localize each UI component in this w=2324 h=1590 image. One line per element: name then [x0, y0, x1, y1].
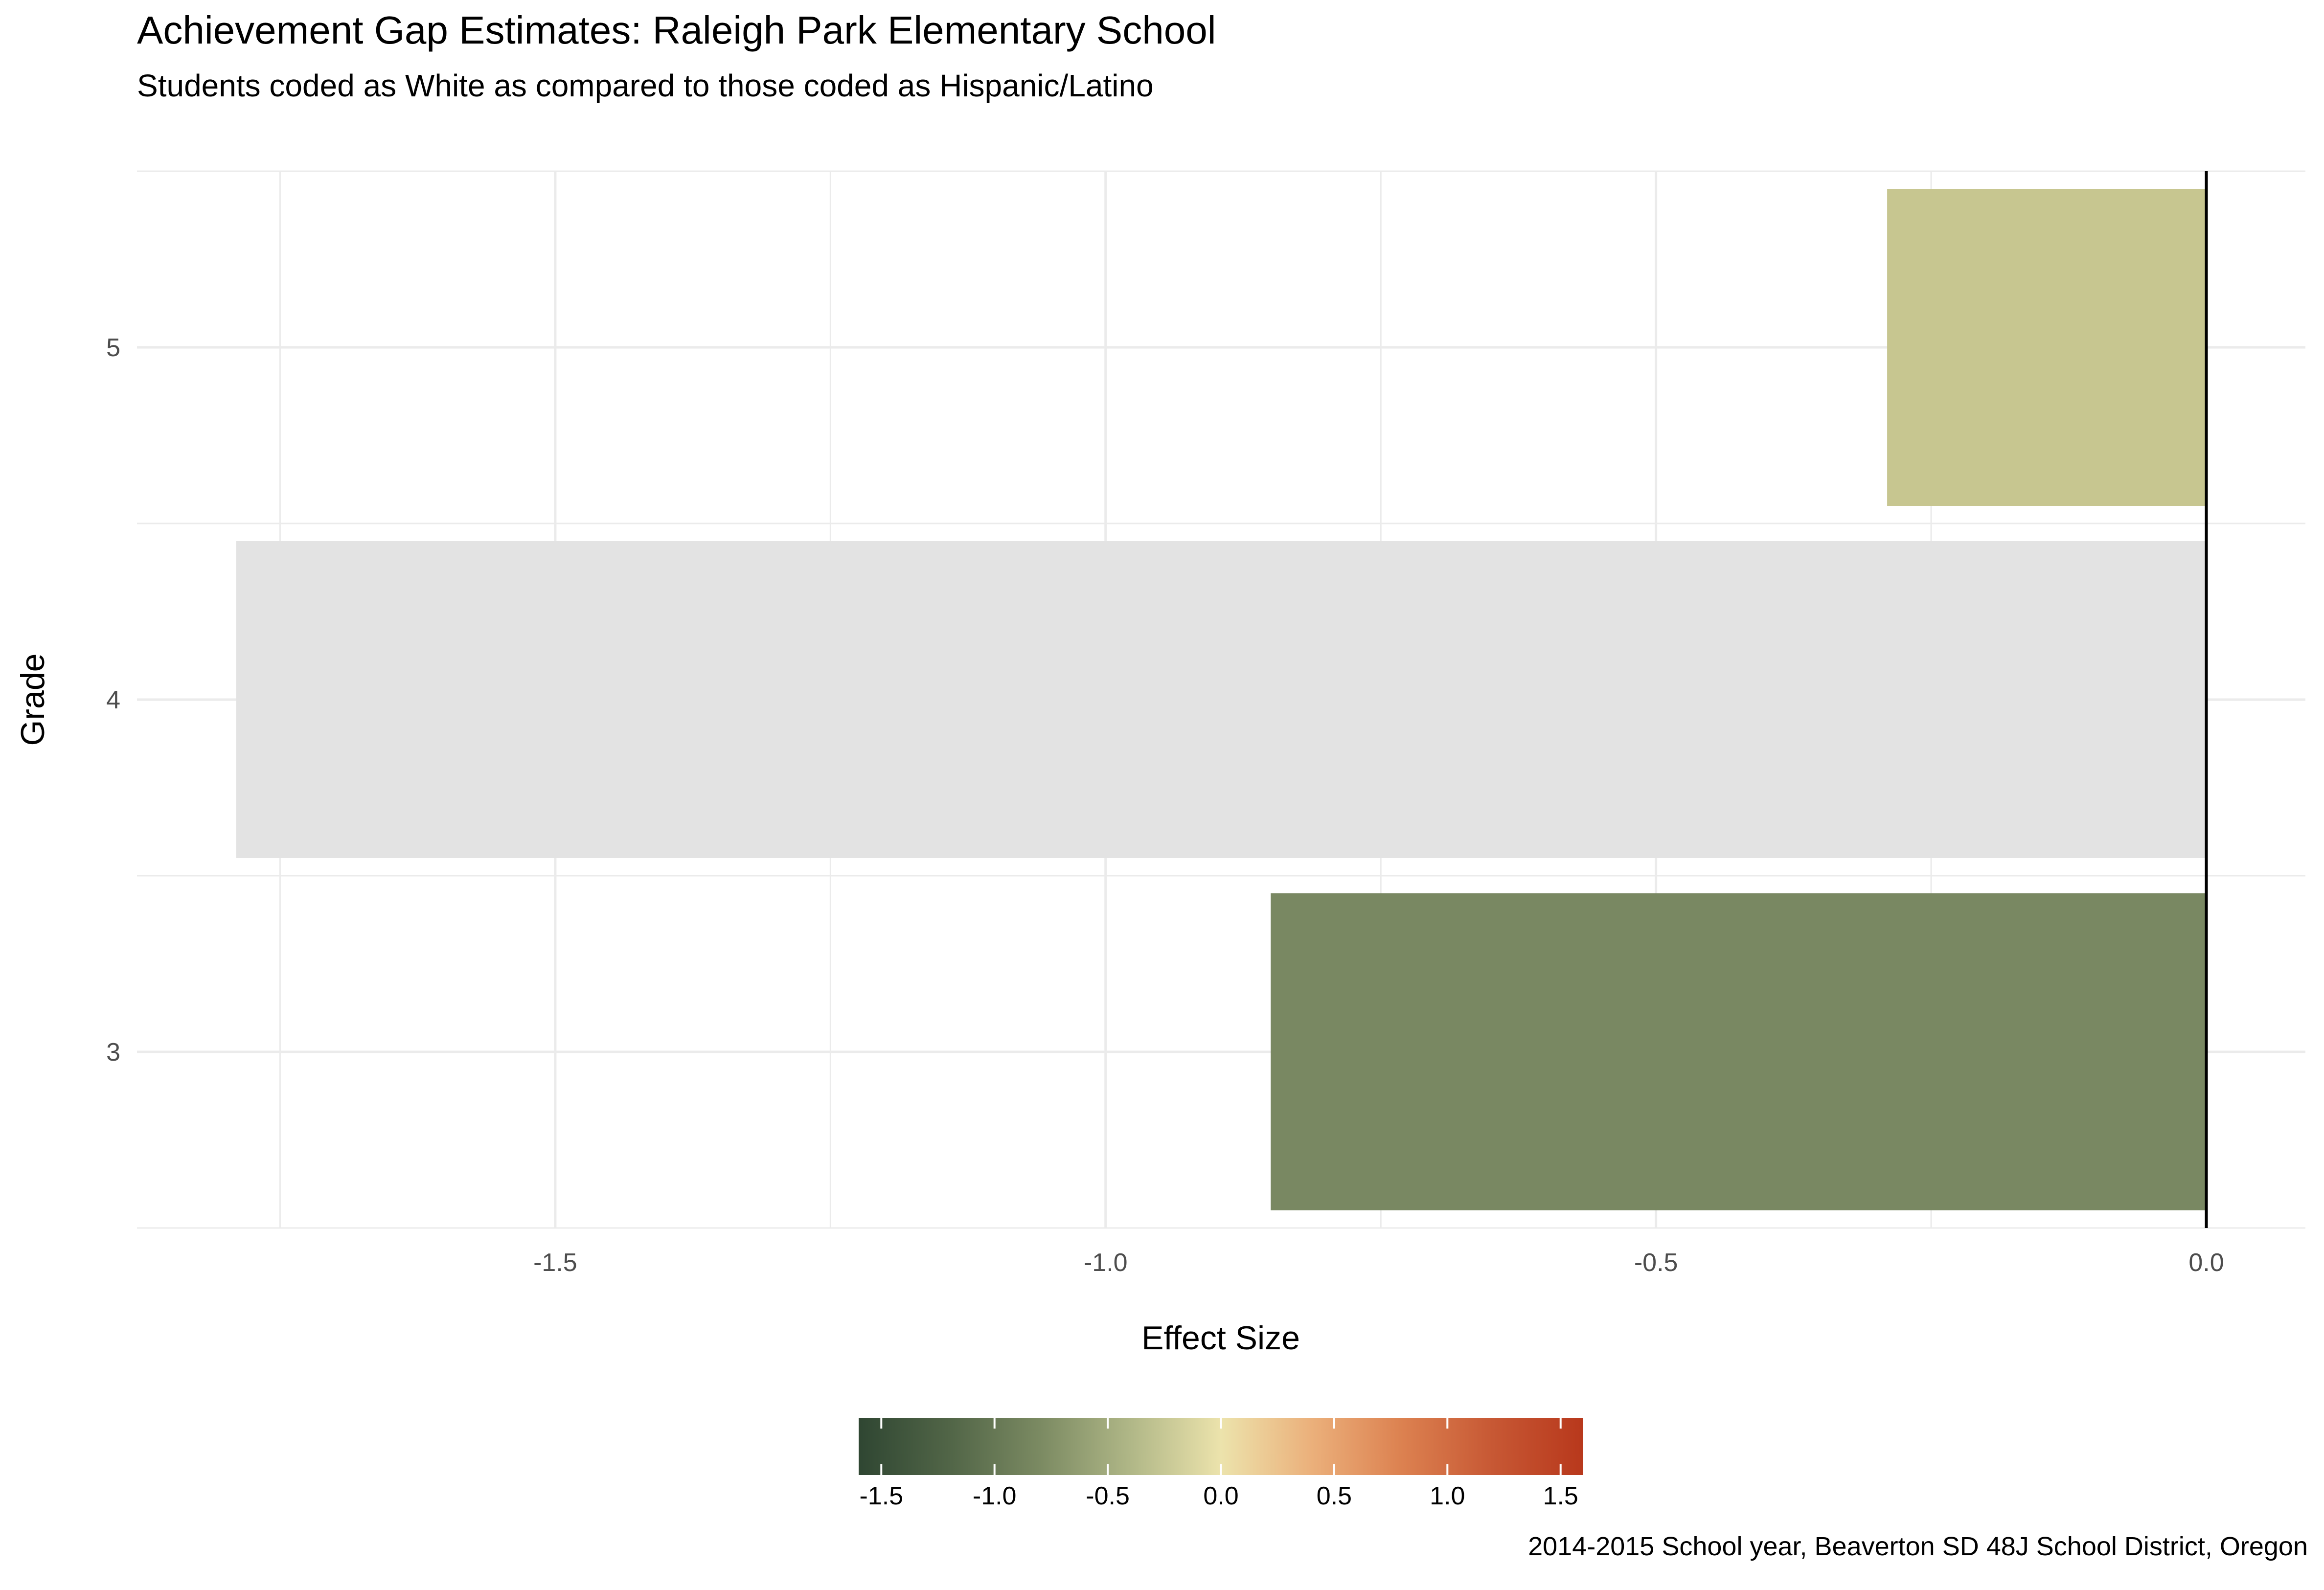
colorbar-tick-label: -1.0 — [973, 1482, 1017, 1510]
bars — [236, 189, 2207, 1210]
chart-caption: 2014-2015 School year, Beaverton SD 48J … — [1528, 1532, 2308, 1561]
colorbar-tick-label: -1.5 — [859, 1482, 903, 1510]
colorbar-tick-label: 1.5 — [1543, 1482, 1578, 1510]
colorbar-tick-label: 1.0 — [1430, 1482, 1465, 1510]
y-axis-ticks: 3 4 5 — [106, 334, 120, 1067]
x-tick-label: 0.0 — [2188, 1249, 2224, 1277]
x-axis-ticks: -1.5 -1.0 -0.5 0.0 — [533, 1249, 2224, 1277]
x-tick-label: -1.0 — [1084, 1249, 1128, 1277]
y-tick-label: 3 — [106, 1038, 120, 1067]
colorbar-tick-label: 0.0 — [1203, 1482, 1238, 1510]
colorbar-legend: -1.5 -1.0 -0.5 0.0 0.5 1.0 1.5 — [859, 1418, 1583, 1510]
bar-grade-4 — [236, 541, 2207, 858]
y-tick-label: 5 — [106, 334, 120, 362]
bar-grade-3 — [1271, 893, 2207, 1210]
x-axis-title: Effect Size — [1141, 1319, 1300, 1357]
x-tick-label: -0.5 — [1634, 1249, 1678, 1277]
y-tick-label: 4 — [106, 686, 120, 714]
x-tick-label: -1.5 — [533, 1249, 577, 1277]
bar-grade-5 — [1887, 189, 2207, 506]
colorbar-tick-label: 0.5 — [1317, 1482, 1352, 1510]
chart-subtitle: Students coded as White as compared to t… — [137, 68, 1154, 103]
colorbar-tick-label: -0.5 — [1086, 1482, 1130, 1510]
chart-title: Achievement Gap Estimates: Raleigh Park … — [137, 8, 1216, 52]
y-axis-title: Grade — [14, 654, 51, 746]
